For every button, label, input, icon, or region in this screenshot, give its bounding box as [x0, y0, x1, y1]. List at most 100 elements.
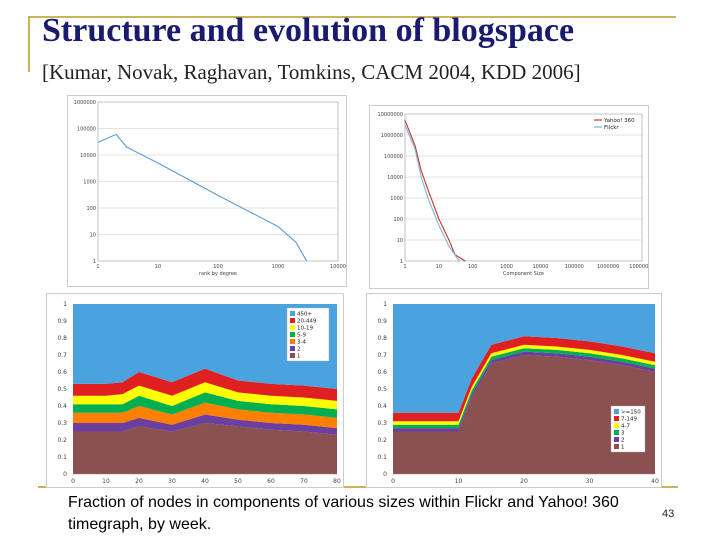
y-tick-label: 0.4 — [57, 403, 67, 410]
legend-label: Yahoo! 360 — [603, 118, 635, 124]
yahoo-stacked-area-chart: 0 0.1 0.2 0.3 0.4 0.5 0.6 0.7 0.8 0.9 1 0 10 20 30 40 50… — [46, 293, 344, 488]
y-tick-label: 100000 — [384, 154, 403, 160]
series-line — [404, 124, 460, 262]
y-tick-label: 0.4 — [377, 403, 387, 410]
area-band — [73, 402, 337, 429]
chart-svg: 1 10 100 1000 10000 100000 1000000 1 10 100 1000 10… — [74, 100, 346, 277]
legend-swatch — [614, 437, 619, 442]
legend-swatch — [614, 444, 619, 449]
legend-label: 3-4 — [297, 340, 306, 346]
y-tick-label: 0.1 — [57, 454, 67, 461]
chart-svg: 00.10.20.30.40.50.60.70.80.910 10 20 30 40 50… — [57, 301, 341, 485]
x-tick-label: 20 — [135, 478, 143, 485]
y-tick-label: 0.6 — [377, 369, 387, 376]
y-tick-label: 1 — [93, 259, 96, 265]
y-tick-label: 10000 — [80, 153, 96, 159]
x-tick-label: 60 — [267, 478, 275, 485]
legend-label: 20-449 — [297, 319, 317, 325]
x-tick-label: 40 — [651, 478, 659, 485]
area-band — [73, 368, 337, 401]
legend-swatch — [290, 332, 295, 337]
legend-label: Flickr — [604, 125, 619, 131]
y-tick-label: 0.3 — [57, 420, 67, 427]
legend-swatch — [614, 430, 619, 435]
x-axis-label: Component Size — [503, 271, 544, 277]
y-tick-label: 1000 — [390, 196, 403, 202]
y-tick-label: 10 — [397, 238, 403, 244]
legend-label: 7-149 — [621, 417, 637, 423]
y-tick-label: 0 — [383, 471, 387, 478]
legend-label: 1 — [297, 354, 301, 360]
legend-swatch — [290, 318, 295, 323]
area-band — [73, 392, 337, 418]
y-tick-label: 0.7 — [57, 352, 67, 359]
y-tick-label: 1000 — [83, 180, 96, 186]
area-band — [73, 382, 337, 410]
x-tick-label: 1 — [96, 264, 99, 270]
slide-title: Structure and evolution of blogspace — [42, 12, 575, 49]
y-tick-label: 1 — [383, 301, 387, 308]
page-number: 43 — [662, 508, 675, 520]
x-tick-label: 10 — [436, 264, 442, 270]
area-band — [393, 355, 655, 474]
y-tick-label: 0.7 — [377, 352, 387, 359]
legend-swatch — [290, 346, 295, 351]
x-tick-label: 30 — [586, 478, 594, 485]
x-tick-label: 80 — [333, 478, 341, 485]
legend-label: 5-9 — [297, 333, 306, 339]
legend-label: 2 — [621, 438, 625, 444]
y-tick-label: 1000000 — [381, 133, 403, 139]
legend-swatch — [290, 325, 295, 330]
legend-swatch — [290, 311, 295, 316]
y-tick-label: 1 — [400, 259, 403, 265]
area-band — [393, 304, 655, 413]
legend-swatch — [614, 423, 619, 428]
y-tick-label: 0.5 — [57, 386, 67, 393]
y-tick-label: 0.2 — [57, 437, 67, 444]
frame-left-rule — [28, 16, 30, 72]
y-tick-label: 100000 — [77, 127, 96, 133]
y-tick-label: 0.5 — [377, 386, 387, 393]
legend-swatch — [614, 409, 619, 414]
legend-swatch — [290, 339, 295, 344]
legend-label: 3 — [621, 431, 625, 437]
y-tick-label: 0.8 — [57, 335, 67, 342]
legend-swatch — [290, 353, 295, 358]
y-tick-label: 0.8 — [377, 335, 387, 342]
component-size-chart: 1 10 100 1000 10000 100000 1000000 10000000 1 10 1… — [369, 105, 649, 289]
y-tick-label: 1 — [63, 301, 67, 308]
x-tick-label: 10 — [455, 478, 463, 485]
x-tick-label: 100000 — [565, 264, 584, 270]
area-band — [73, 304, 337, 389]
x-tick-label: 10 — [102, 478, 110, 485]
y-tick-label: 0.1 — [377, 454, 387, 461]
legend-label: 10-19 — [297, 326, 313, 332]
y-tick-label: 0.9 — [377, 318, 387, 325]
x-tick-label: 0 — [71, 478, 75, 485]
x-tick-label: 0 — [391, 478, 395, 485]
flickr-stacked-area-chart: 0 0.1 0.2 0.3 0.4 0.5 0.6 0.7 0.8 0.9 1 0 10 20 30 40 >=… — [366, 293, 662, 488]
x-tick-label: 10 — [155, 264, 161, 270]
y-tick-label: 0.3 — [377, 420, 387, 427]
rank-degree-chart: 1 10 100 1000 10000 100000 1000000 1 10 100 1000 10… — [67, 95, 347, 287]
series-line — [404, 120, 466, 262]
y-tick-label: 10000000 — [378, 112, 403, 118]
area-band — [73, 423, 337, 474]
series-line — [97, 133, 308, 262]
y-tick-label: 1000000 — [74, 100, 96, 106]
x-tick-label: 70 — [300, 478, 308, 485]
x-tick-label: 10000 — [330, 264, 346, 270]
x-tick-label: 1000000 — [597, 264, 619, 270]
x-tick-label: 40 — [201, 478, 209, 485]
x-tick-label: 30 — [168, 478, 176, 485]
y-tick-label: 10 — [90, 233, 96, 239]
x-tick-label: 50 — [234, 478, 242, 485]
x-tick-label: 1 — [403, 264, 406, 270]
slide-caption: Fraction of nodes in components of vario… — [68, 494, 619, 533]
frame-top-rule — [28, 16, 676, 18]
slide-subtitle: [Kumar, Novak, Raghavan, Tomkins, CACM 2… — [42, 60, 581, 84]
legend-label: 4-7 — [621, 424, 630, 430]
frame-bottom-rule — [38, 486, 678, 488]
legend-label: >=150 — [621, 410, 641, 416]
x-tick-label: 100 — [468, 264, 478, 270]
